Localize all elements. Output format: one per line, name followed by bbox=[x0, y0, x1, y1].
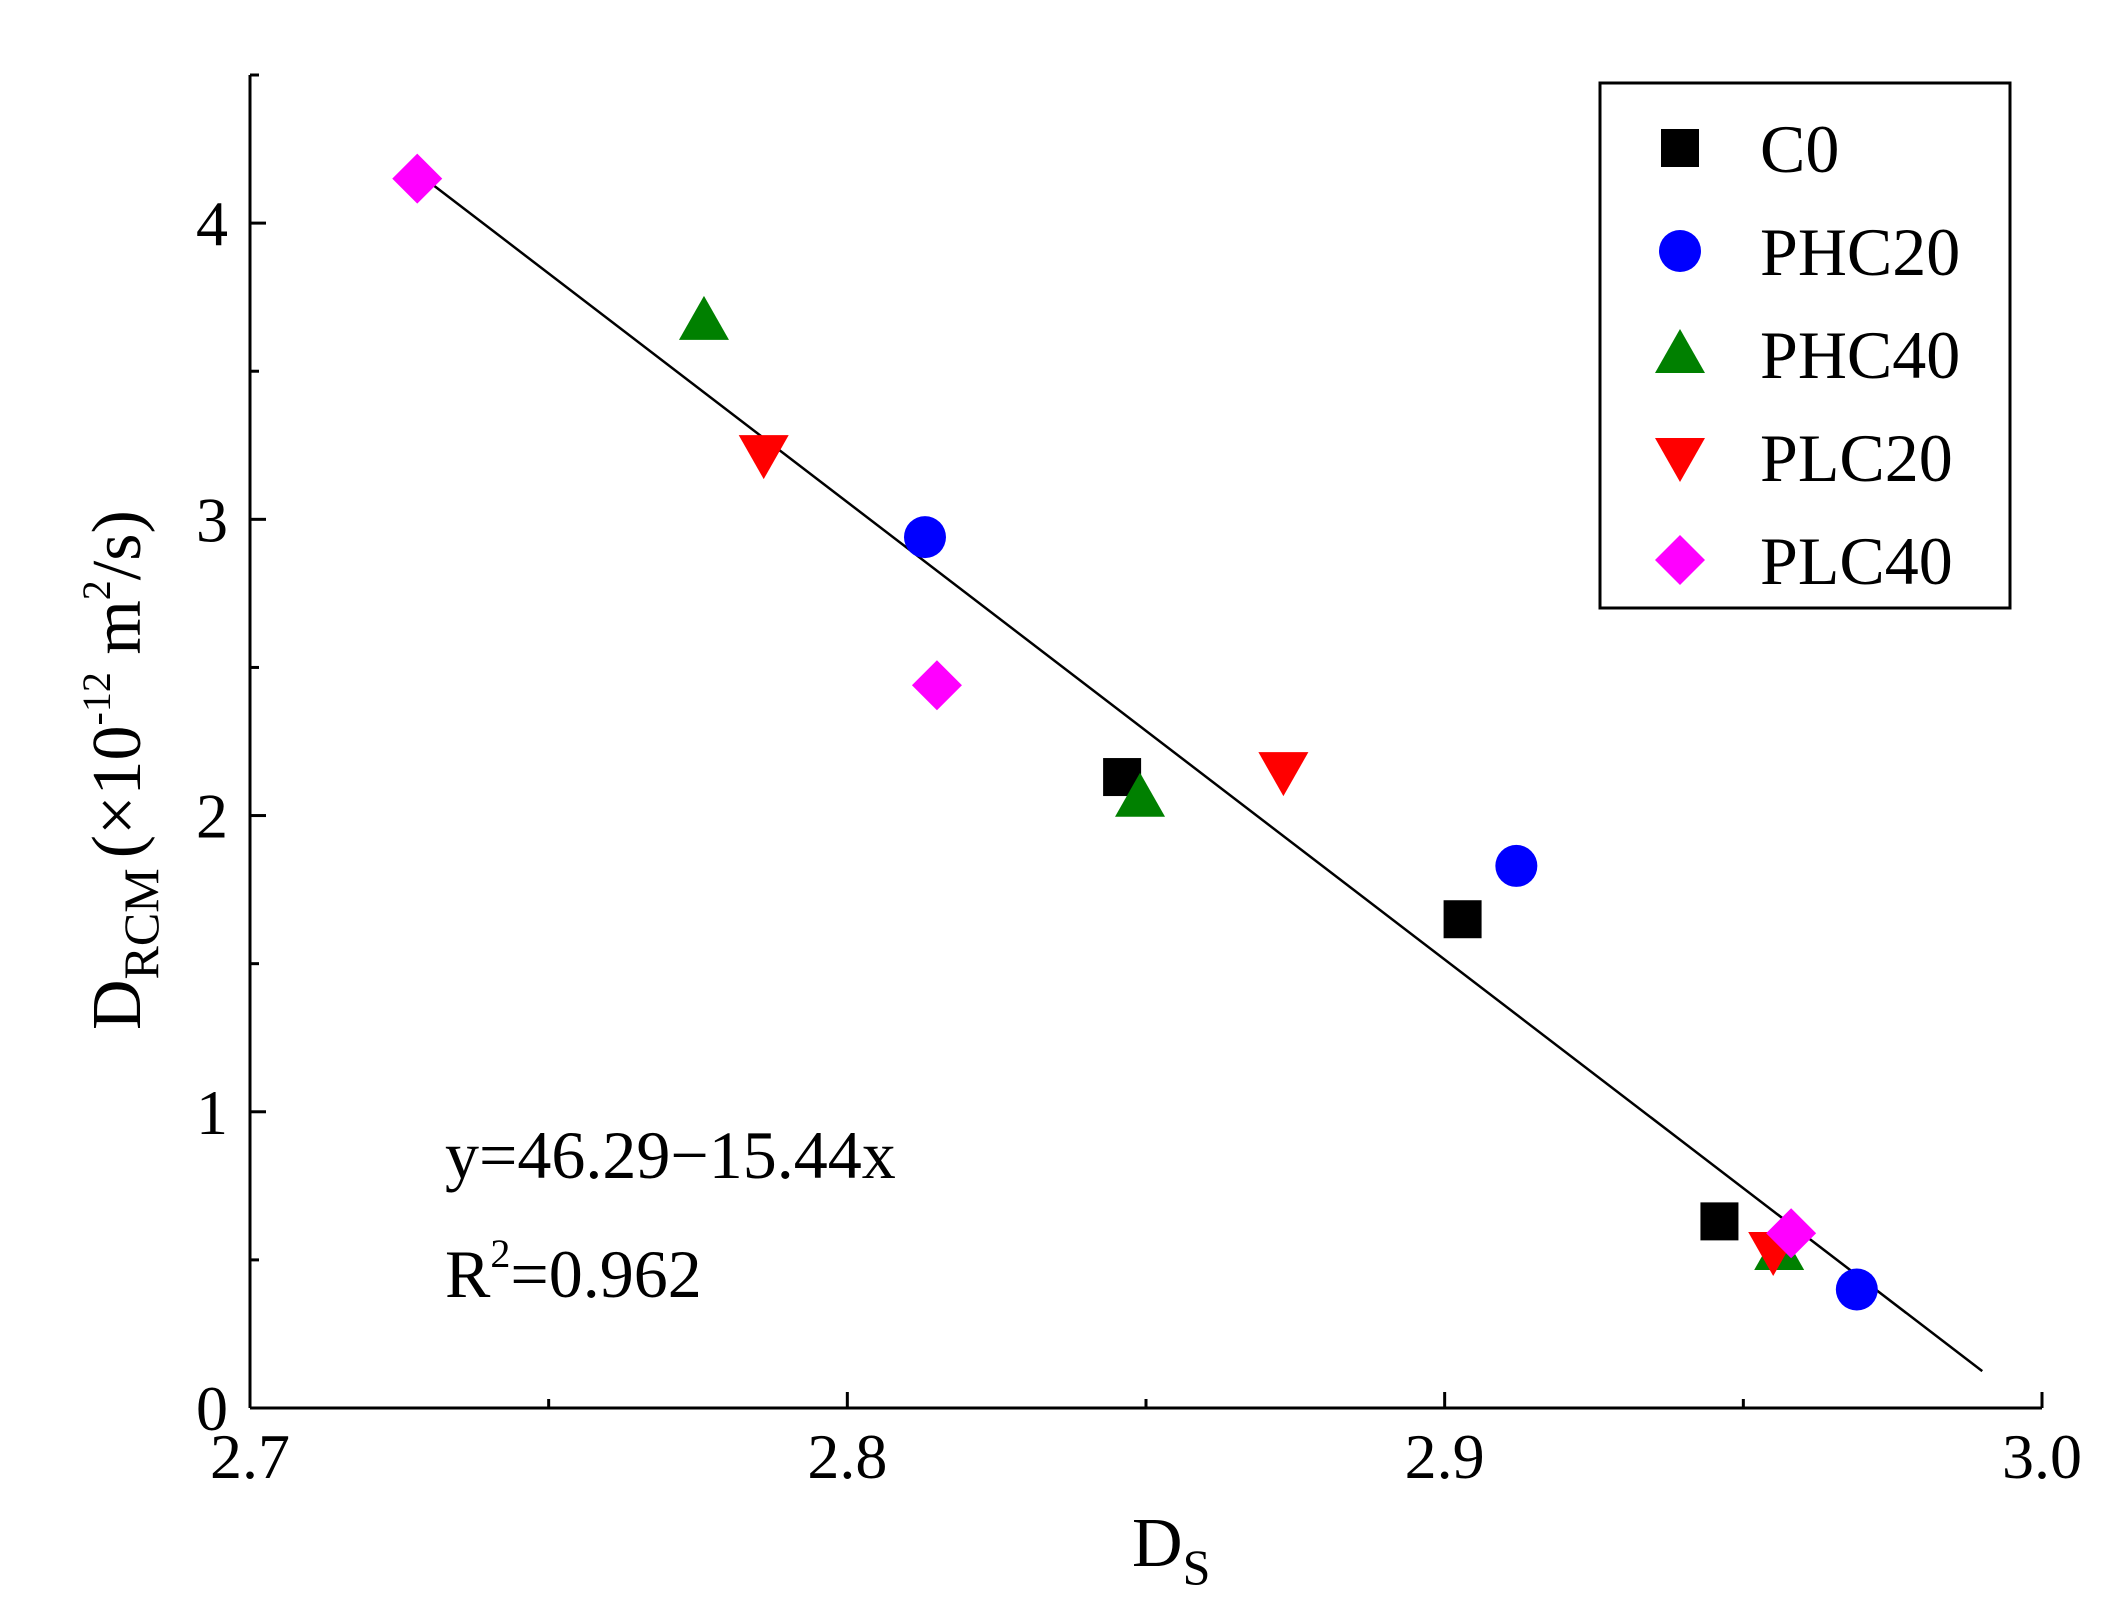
point-c0 bbox=[1443, 900, 1482, 939]
point-phc20 bbox=[1835, 1268, 1878, 1311]
x-tick-label: 2.8 bbox=[807, 1421, 887, 1492]
point-plc20 bbox=[1258, 752, 1309, 797]
r-squared-symbol: R bbox=[445, 1236, 491, 1312]
r-squared-exponent: 2 bbox=[490, 1231, 510, 1276]
x-axis-title-sub: S bbox=[1183, 1539, 1211, 1595]
y-tick-label: 4 bbox=[196, 188, 228, 259]
r-squared: R2=0.962 bbox=[445, 1231, 702, 1312]
y-axis-unit-prefix: (×10 bbox=[79, 725, 156, 858]
y-axis-unit-suffix: /s) bbox=[79, 510, 156, 580]
y-tick-label: 2 bbox=[196, 781, 228, 852]
regression-equation: y=46.29−15.44x bbox=[445, 1117, 896, 1193]
y-axis-unit-mid: m bbox=[79, 600, 156, 672]
y-axis-title-main: D bbox=[79, 979, 156, 1030]
x-axis-title: DS bbox=[1132, 1505, 1210, 1595]
y-axis-unit-exp2: 2 bbox=[74, 580, 119, 600]
x-axis-title-main: D bbox=[1132, 1505, 1183, 1582]
legend-marker-c0 bbox=[1661, 129, 1699, 167]
point-phc20 bbox=[903, 516, 946, 559]
y-axis-title: DRCM (×10-12 m2/s) bbox=[74, 510, 169, 1030]
legend-marker-plc40 bbox=[1655, 535, 1705, 585]
y-tick-label: 0 bbox=[196, 1373, 228, 1444]
data-points bbox=[392, 153, 1878, 1311]
legend-label-phc20: PHC20 bbox=[1760, 214, 1960, 290]
point-plc40 bbox=[392, 153, 443, 204]
legend-items: C0 PHC20 PHC40 PLC20 PLC40 bbox=[1655, 111, 1960, 599]
point-phc40 bbox=[678, 295, 729, 340]
legend-label-phc40: PHC40 bbox=[1760, 317, 1960, 393]
x-tick-label: 3.0 bbox=[2002, 1421, 2082, 1492]
point-c0 bbox=[1700, 1202, 1739, 1241]
legend: C0 PHC20 PHC40 PLC20 PLC40 bbox=[1598, 81, 2012, 610]
legend-marker-phc40 bbox=[1655, 329, 1705, 373]
y-tick-label: 3 bbox=[196, 484, 228, 555]
fit-line-layer bbox=[416, 171, 1984, 1373]
x-tick-label: 2.7 bbox=[210, 1421, 290, 1492]
legend-marker-phc20 bbox=[1659, 230, 1701, 272]
axis-ticks: 2.7 2.8 2.9 3.0 0 1 2 3 4 bbox=[196, 73, 2082, 1492]
legend-marker-plc20 bbox=[1655, 438, 1705, 482]
x-tick-label: 2.9 bbox=[1405, 1421, 1485, 1492]
legend-label-plc20: PLC20 bbox=[1760, 420, 1953, 496]
point-plc40 bbox=[911, 660, 962, 711]
fit-line bbox=[416, 171, 1984, 1373]
point-plc40 bbox=[1766, 1208, 1817, 1259]
point-plc20 bbox=[738, 435, 789, 480]
point-phc40 bbox=[1115, 772, 1166, 817]
legend-box bbox=[1598, 81, 2012, 610]
y-tick-label: 1 bbox=[196, 1077, 228, 1148]
y-axis-unit-exponent: -12 bbox=[74, 672, 119, 725]
r-squared-value: =0.962 bbox=[510, 1236, 701, 1312]
legend-label-plc40: PLC40 bbox=[1760, 523, 1953, 599]
y-axis-title-sub: RCM bbox=[113, 868, 169, 979]
legend-label-c0: C0 bbox=[1760, 111, 1839, 187]
point-phc20 bbox=[1495, 844, 1538, 887]
